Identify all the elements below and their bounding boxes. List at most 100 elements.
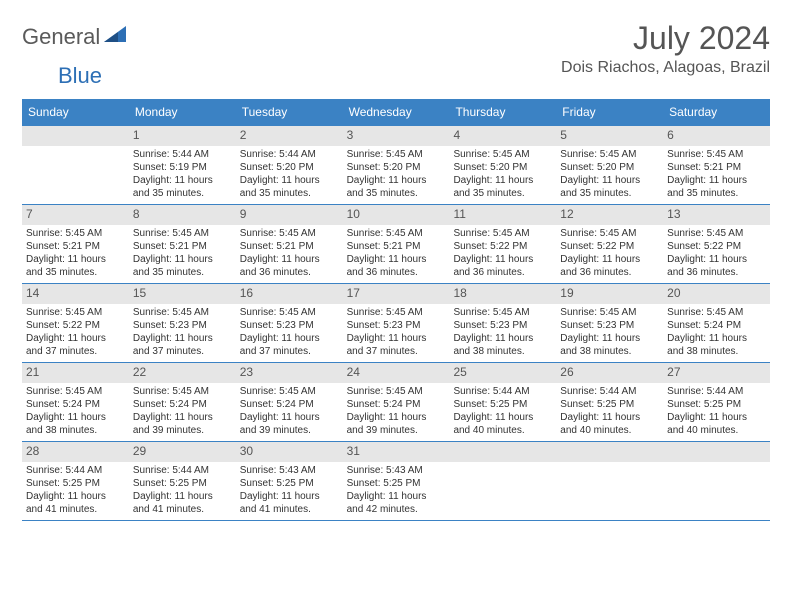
calendar-grid: SundayMondayTuesdayWednesdayThursdayFrid…	[22, 99, 770, 521]
sunrise-text: Sunrise: 5:45 AM	[26, 227, 125, 240]
sunset-text: Sunset: 5:23 PM	[453, 319, 552, 332]
day-details: Sunrise: 5:44 AMSunset: 5:19 PMDaylight:…	[129, 146, 236, 204]
day-number: 24	[343, 363, 450, 383]
day-cell-25: 25Sunrise: 5:44 AMSunset: 5:25 PMDayligh…	[449, 363, 556, 441]
day-cell-6: 6Sunrise: 5:45 AMSunset: 5:21 PMDaylight…	[663, 126, 770, 204]
location-text: Dois Riachos, Alagoas, Brazil	[561, 59, 770, 77]
daylight-text: Daylight: 11 hours and 41 minutes.	[240, 490, 339, 516]
daylight-text: Daylight: 11 hours and 36 minutes.	[347, 253, 446, 279]
sunset-text: Sunset: 5:20 PM	[240, 161, 339, 174]
day-cell-20: 20Sunrise: 5:45 AMSunset: 5:24 PMDayligh…	[663, 284, 770, 362]
day-number: 7	[22, 205, 129, 225]
daylight-text: Daylight: 11 hours and 40 minutes.	[667, 411, 766, 437]
day-number: 31	[343, 442, 450, 462]
day-number: 9	[236, 205, 343, 225]
day-cell-30: 30Sunrise: 5:43 AMSunset: 5:25 PMDayligh…	[236, 442, 343, 520]
day-cell-1: 1Sunrise: 5:44 AMSunset: 5:19 PMDaylight…	[129, 126, 236, 204]
daylight-text: Daylight: 11 hours and 39 minutes.	[240, 411, 339, 437]
day-details: Sunrise: 5:44 AMSunset: 5:25 PMDaylight:…	[22, 462, 129, 520]
week-row: 1Sunrise: 5:44 AMSunset: 5:19 PMDaylight…	[22, 125, 770, 204]
daylight-text: Daylight: 11 hours and 39 minutes.	[133, 411, 232, 437]
week-row: 28Sunrise: 5:44 AMSunset: 5:25 PMDayligh…	[22, 441, 770, 521]
day-number: 21	[22, 363, 129, 383]
daylight-text: Daylight: 11 hours and 37 minutes.	[240, 332, 339, 358]
sunrise-text: Sunrise: 5:45 AM	[560, 227, 659, 240]
daylight-text: Daylight: 11 hours and 37 minutes.	[26, 332, 125, 358]
sunset-text: Sunset: 5:25 PM	[347, 477, 446, 490]
daylight-text: Daylight: 11 hours and 35 minutes.	[240, 174, 339, 200]
day-details: Sunrise: 5:44 AMSunset: 5:25 PMDaylight:…	[129, 462, 236, 520]
day-details: Sunrise: 5:45 AMSunset: 5:21 PMDaylight:…	[663, 146, 770, 204]
week-row: 21Sunrise: 5:45 AMSunset: 5:24 PMDayligh…	[22, 362, 770, 441]
daylight-text: Daylight: 11 hours and 40 minutes.	[560, 411, 659, 437]
weekday-header-friday: Friday	[556, 99, 663, 125]
day-details: Sunrise: 5:45 AMSunset: 5:23 PMDaylight:…	[343, 304, 450, 362]
day-number: 17	[343, 284, 450, 304]
day-details: Sunrise: 5:45 AMSunset: 5:24 PMDaylight:…	[343, 383, 450, 441]
daylight-text: Daylight: 11 hours and 37 minutes.	[133, 332, 232, 358]
day-cell-21: 21Sunrise: 5:45 AMSunset: 5:24 PMDayligh…	[22, 363, 129, 441]
sunrise-text: Sunrise: 5:44 AM	[133, 148, 232, 161]
sunrise-text: Sunrise: 5:45 AM	[133, 385, 232, 398]
sunrise-text: Sunrise: 5:45 AM	[133, 227, 232, 240]
day-cell-28: 28Sunrise: 5:44 AMSunset: 5:25 PMDayligh…	[22, 442, 129, 520]
weekday-header-monday: Monday	[129, 99, 236, 125]
daylight-text: Daylight: 11 hours and 35 minutes.	[667, 174, 766, 200]
sunset-text: Sunset: 5:20 PM	[560, 161, 659, 174]
day-cell-18: 18Sunrise: 5:45 AMSunset: 5:23 PMDayligh…	[449, 284, 556, 362]
day-cell-17: 17Sunrise: 5:45 AMSunset: 5:23 PMDayligh…	[343, 284, 450, 362]
sunset-text: Sunset: 5:25 PM	[667, 398, 766, 411]
day-details: Sunrise: 5:45 AMSunset: 5:24 PMDaylight:…	[236, 383, 343, 441]
sunrise-text: Sunrise: 5:45 AM	[667, 306, 766, 319]
sunrise-text: Sunrise: 5:44 AM	[560, 385, 659, 398]
day-details: Sunrise: 5:45 AMSunset: 5:24 PMDaylight:…	[129, 383, 236, 441]
day-cell-empty	[22, 126, 129, 204]
day-number: 25	[449, 363, 556, 383]
sunrise-text: Sunrise: 5:44 AM	[667, 385, 766, 398]
sunrise-text: Sunrise: 5:45 AM	[347, 385, 446, 398]
day-number: 19	[556, 284, 663, 304]
day-details: Sunrise: 5:45 AMSunset: 5:23 PMDaylight:…	[129, 304, 236, 362]
sunrise-text: Sunrise: 5:45 AM	[26, 306, 125, 319]
day-cell-23: 23Sunrise: 5:45 AMSunset: 5:24 PMDayligh…	[236, 363, 343, 441]
brand-logo: General	[22, 24, 128, 50]
daylight-text: Daylight: 11 hours and 37 minutes.	[347, 332, 446, 358]
day-cell-12: 12Sunrise: 5:45 AMSunset: 5:22 PMDayligh…	[556, 205, 663, 283]
daylight-text: Daylight: 11 hours and 35 minutes.	[347, 174, 446, 200]
daylight-text: Daylight: 11 hours and 38 minutes.	[453, 332, 552, 358]
daylight-text: Daylight: 11 hours and 38 minutes.	[560, 332, 659, 358]
day-number: 1	[129, 126, 236, 146]
day-number: 23	[236, 363, 343, 383]
daylight-text: Daylight: 11 hours and 35 minutes.	[560, 174, 659, 200]
daylight-text: Daylight: 11 hours and 35 minutes.	[133, 174, 232, 200]
sunset-text: Sunset: 5:21 PM	[347, 240, 446, 253]
day-details: Sunrise: 5:45 AMSunset: 5:21 PMDaylight:…	[129, 225, 236, 283]
daylight-text: Daylight: 11 hours and 35 minutes.	[26, 253, 125, 279]
weekday-header-row: SundayMondayTuesdayWednesdayThursdayFrid…	[22, 99, 770, 125]
day-details: Sunrise: 5:44 AMSunset: 5:25 PMDaylight:…	[663, 383, 770, 441]
weekday-header-tuesday: Tuesday	[236, 99, 343, 125]
day-number: 4	[449, 126, 556, 146]
day-number: 2	[236, 126, 343, 146]
weekday-header-thursday: Thursday	[449, 99, 556, 125]
day-details: Sunrise: 5:44 AMSunset: 5:25 PMDaylight:…	[556, 383, 663, 441]
sunrise-text: Sunrise: 5:44 AM	[453, 385, 552, 398]
day-number	[556, 442, 663, 462]
sunset-text: Sunset: 5:21 PM	[240, 240, 339, 253]
day-cell-2: 2 Sunrise: 5:44 AMSunset: 5:20 PMDaylight…	[236, 126, 343, 204]
sunset-text: Sunset: 5:23 PM	[560, 319, 659, 332]
sunset-text: Sunset: 5:21 PM	[26, 240, 125, 253]
day-number	[22, 126, 129, 146]
sunrise-text: Sunrise: 5:44 AM	[240, 148, 339, 161]
day-details: Sunrise: 5:45 AMSunset: 5:22 PMDaylight:…	[22, 304, 129, 362]
day-number	[449, 442, 556, 462]
sunset-text: Sunset: 5:25 PM	[133, 477, 232, 490]
day-cell-19: 19Sunrise: 5:45 AMSunset: 5:23 PMDayligh…	[556, 284, 663, 362]
sunrise-text: Sunrise: 5:45 AM	[133, 306, 232, 319]
day-cell-13: 13Sunrise: 5:45 AMSunset: 5:22 PMDayligh…	[663, 205, 770, 283]
sunset-text: Sunset: 5:24 PM	[240, 398, 339, 411]
sunrise-text: Sunrise: 5:45 AM	[667, 148, 766, 161]
brand-part1: General	[22, 24, 100, 50]
day-cell-11: 11Sunrise: 5:45 AMSunset: 5:22 PMDayligh…	[449, 205, 556, 283]
day-number: 12	[556, 205, 663, 225]
